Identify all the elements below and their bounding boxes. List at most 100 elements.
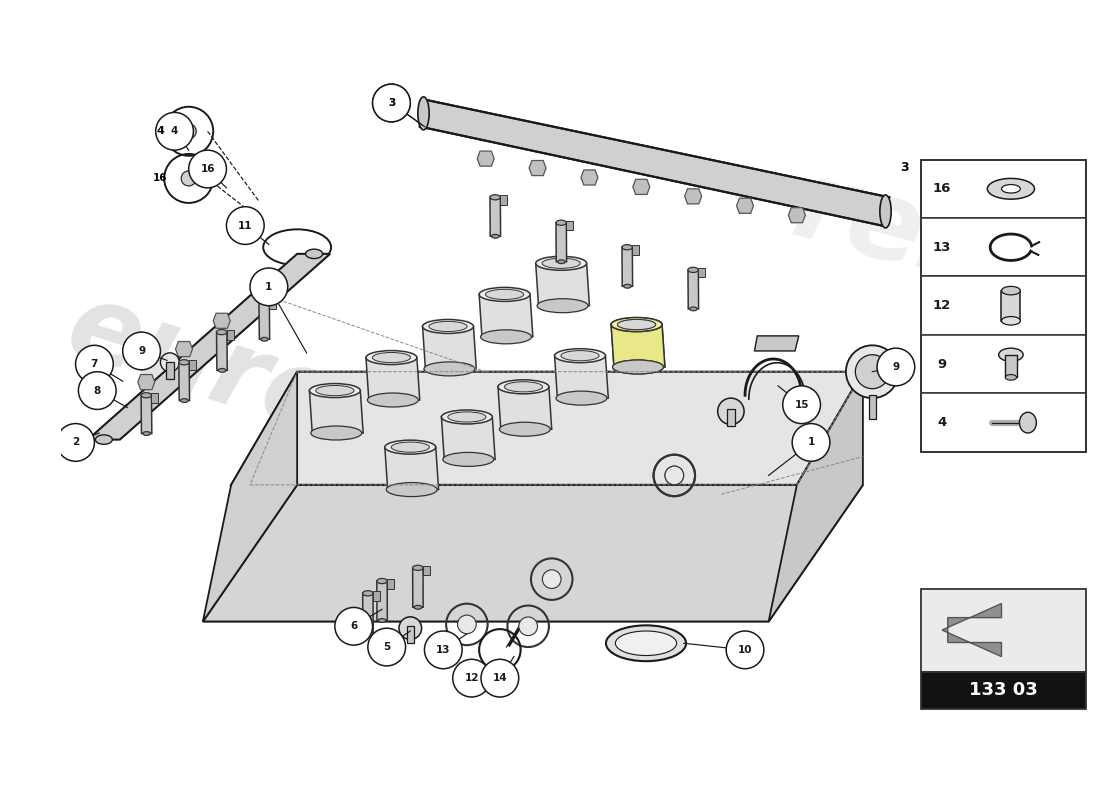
Ellipse shape — [480, 287, 530, 302]
Polygon shape — [179, 362, 189, 401]
Polygon shape — [377, 581, 387, 621]
Ellipse shape — [1001, 185, 1021, 193]
Text: 3: 3 — [388, 98, 395, 108]
Text: 11: 11 — [238, 221, 253, 230]
Circle shape — [182, 124, 196, 139]
Text: 3: 3 — [900, 161, 909, 174]
Ellipse shape — [617, 319, 656, 330]
Polygon shape — [480, 294, 532, 337]
Ellipse shape — [141, 393, 152, 398]
Bar — [727, 410, 735, 426]
Polygon shape — [422, 326, 476, 369]
Polygon shape — [554, 356, 608, 398]
Ellipse shape — [311, 426, 362, 440]
Ellipse shape — [536, 256, 586, 270]
Text: 9: 9 — [937, 358, 947, 370]
Ellipse shape — [306, 249, 322, 258]
Bar — [387, 579, 394, 589]
Circle shape — [481, 659, 519, 697]
Ellipse shape — [1001, 286, 1021, 295]
Bar — [227, 330, 233, 340]
Polygon shape — [366, 358, 420, 400]
Polygon shape — [412, 568, 424, 607]
Circle shape — [542, 570, 561, 589]
Ellipse shape — [537, 298, 588, 313]
Bar — [407, 626, 414, 643]
Ellipse shape — [485, 290, 524, 299]
Ellipse shape — [258, 298, 270, 303]
Circle shape — [399, 617, 421, 639]
Text: 6: 6 — [350, 622, 358, 631]
Circle shape — [666, 466, 683, 485]
Text: 8: 8 — [94, 386, 101, 395]
Ellipse shape — [617, 319, 656, 330]
Circle shape — [189, 150, 227, 188]
Polygon shape — [498, 386, 552, 430]
Polygon shape — [684, 189, 702, 204]
Bar — [424, 566, 430, 575]
Ellipse shape — [1005, 374, 1016, 380]
Text: 14: 14 — [493, 673, 507, 683]
Polygon shape — [556, 222, 566, 262]
Polygon shape — [363, 594, 373, 633]
Circle shape — [367, 628, 406, 666]
Circle shape — [717, 398, 744, 425]
Polygon shape — [477, 151, 494, 166]
Text: since 1985: since 1985 — [736, 370, 857, 430]
Circle shape — [161, 353, 179, 372]
Bar — [869, 395, 876, 419]
Bar — [922, 671, 1087, 710]
Ellipse shape — [143, 432, 151, 435]
Polygon shape — [737, 198, 754, 214]
Ellipse shape — [612, 318, 662, 331]
Text: 2: 2 — [72, 438, 79, 447]
Circle shape — [846, 346, 899, 398]
Bar — [166, 362, 174, 379]
Text: 1: 1 — [265, 282, 273, 292]
Text: 3: 3 — [388, 98, 395, 108]
Bar — [922, 335, 1087, 394]
Ellipse shape — [498, 380, 549, 394]
Ellipse shape — [363, 590, 373, 596]
Bar — [922, 159, 1087, 452]
Circle shape — [373, 84, 410, 122]
Circle shape — [227, 206, 264, 245]
Polygon shape — [1001, 290, 1021, 321]
Polygon shape — [490, 198, 500, 236]
Bar — [189, 360, 196, 370]
Circle shape — [373, 84, 410, 122]
Polygon shape — [942, 603, 1001, 657]
Polygon shape — [385, 447, 439, 490]
Ellipse shape — [490, 194, 500, 200]
Text: 1: 1 — [807, 438, 815, 447]
Circle shape — [123, 332, 161, 370]
Text: 9: 9 — [138, 346, 145, 356]
Ellipse shape — [556, 220, 566, 226]
Text: 4: 4 — [156, 126, 164, 136]
Polygon shape — [255, 285, 273, 300]
Ellipse shape — [606, 626, 686, 661]
Polygon shape — [612, 325, 664, 367]
Ellipse shape — [385, 440, 436, 454]
Ellipse shape — [613, 360, 663, 374]
Ellipse shape — [316, 386, 354, 396]
Circle shape — [783, 386, 821, 423]
Text: 13: 13 — [933, 241, 952, 254]
Text: euroPares: euroPares — [54, 274, 672, 565]
Ellipse shape — [556, 391, 607, 405]
Ellipse shape — [180, 398, 188, 402]
Ellipse shape — [999, 348, 1023, 362]
Ellipse shape — [561, 350, 600, 361]
Polygon shape — [231, 372, 862, 485]
Ellipse shape — [392, 442, 429, 452]
Circle shape — [250, 268, 288, 306]
Text: 133 03: 133 03 — [969, 682, 1038, 699]
Ellipse shape — [386, 482, 437, 497]
Ellipse shape — [690, 307, 697, 310]
Polygon shape — [688, 270, 698, 309]
Circle shape — [726, 631, 763, 669]
Ellipse shape — [612, 318, 662, 331]
Text: 16: 16 — [153, 174, 167, 183]
Ellipse shape — [624, 284, 631, 288]
Polygon shape — [789, 208, 805, 222]
